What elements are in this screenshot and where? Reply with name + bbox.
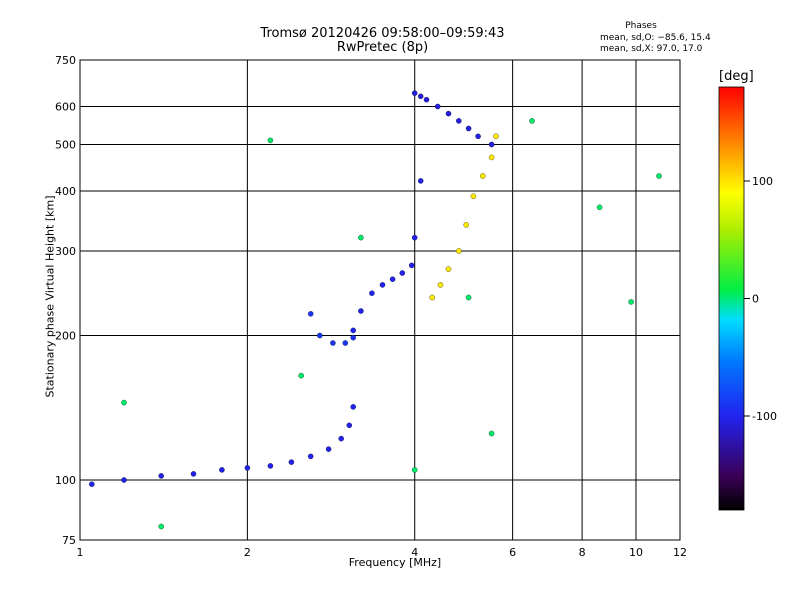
- point-f1-f2-trace-o-mode: [358, 308, 364, 314]
- chart-title: Tromsø 20120426 09:58:00–09:59:43 RwPret…: [250, 27, 515, 55]
- point-f2-x-mode-trace: [429, 294, 435, 301]
- grid-lines: [79, 59, 681, 541]
- point-scattered-points: [628, 299, 634, 305]
- colorbar-tick-label: -100: [752, 410, 777, 423]
- point-f1-cusp: [342, 340, 349, 346]
- point-f1-f2-trace-o-mode: [379, 282, 386, 288]
- y-tick-label: 100: [55, 474, 76, 487]
- point-f1-f2-trace-o-mode: [411, 234, 418, 241]
- point-e-trace-o-mode: [338, 435, 344, 442]
- y-tick-label: 600: [55, 101, 76, 114]
- y-tick-label: 400: [55, 185, 76, 198]
- y-tick-label: 75: [62, 534, 76, 547]
- point-f2-x-mode-trace: [463, 222, 469, 228]
- y-tick-label: 200: [55, 330, 76, 343]
- phases-o-stats: mean, sd,O: −85.6, 15.4: [600, 33, 711, 43]
- point-scattered-points: [358, 234, 364, 241]
- point-e-trace-o-mode: [350, 404, 356, 410]
- point-f2-x-mode-trace: [488, 154, 495, 161]
- chart-title-line1: Tromsø 20120426 09:58:00–09:59:43: [260, 26, 505, 41]
- point-scattered-points: [411, 467, 418, 473]
- point-f1-cusp: [350, 334, 356, 341]
- point-f1-cusp: [307, 311, 314, 317]
- x-tick-label: 4: [411, 546, 418, 559]
- point-e-trace-o-mode: [346, 422, 353, 429]
- colorbar-ticks: -100 0 100: [744, 175, 777, 423]
- point-e-trace-o-mode: [158, 473, 164, 479]
- point-scattered-points: [121, 399, 127, 406]
- point-f2-o-mode-spread: [411, 90, 418, 96]
- y-tick-label: 300: [55, 245, 76, 258]
- point-e-trace-o-mode: [307, 453, 314, 460]
- point-f2-x-mode-trace: [437, 282, 444, 288]
- point-scattered-points: [488, 430, 495, 437]
- data-points: [89, 90, 662, 530]
- point-e-trace-o-mode: [121, 477, 127, 483]
- point-scattered-points: [267, 137, 274, 144]
- point-f2-o-mode-spread: [488, 141, 495, 148]
- x-tick-label: 6: [509, 546, 516, 559]
- point-f2-o-mode-spread: [456, 118, 462, 124]
- point-f1-f2-trace-o-mode: [350, 327, 356, 334]
- point-scattered-points: [158, 523, 164, 530]
- point-f2-x-mode-trace: [456, 248, 462, 254]
- point-f2-o-mode-spread: [417, 93, 424, 100]
- point-e-trace-o-mode: [267, 463, 274, 469]
- colorbar-unit-label: [deg]: [719, 69, 754, 84]
- colorbar-tick-label: 0: [752, 293, 759, 306]
- colorbar-tick-label: 100: [752, 175, 773, 188]
- point-f1-cusp: [317, 332, 323, 339]
- point-f2-o-mode-spread: [465, 125, 472, 132]
- plot-frame: [79, 59, 681, 541]
- point-e-trace-o-mode: [325, 446, 332, 452]
- phases-title: Phases: [625, 21, 657, 31]
- x-axis-label: Frequency [MHz]: [348, 556, 442, 569]
- x-tick-label: 12: [673, 546, 687, 559]
- point-f1-f2-trace-o-mode: [408, 262, 415, 269]
- point-f2-o-mode-spread: [434, 103, 441, 110]
- x-tick-label: 1: [77, 546, 84, 559]
- point-e-trace-o-mode: [190, 471, 197, 477]
- point-f2-x-mode-trace: [445, 266, 452, 272]
- point-scattered-points: [656, 173, 662, 179]
- point-f1-f2-trace-o-mode: [417, 178, 424, 184]
- y-tick-label: 500: [55, 139, 76, 152]
- point-e-trace-o-mode: [288, 459, 295, 465]
- y-tick-label: 750: [55, 54, 76, 67]
- x-tick-label: 8: [579, 546, 586, 559]
- point-e-trace-o-mode: [89, 481, 95, 487]
- point-f2-o-mode-spread: [475, 133, 481, 140]
- point-f1-f2-trace-o-mode: [389, 276, 396, 282]
- point-f1-cusp: [330, 340, 336, 346]
- point-scattered-points: [298, 372, 304, 379]
- point-scattered-points: [465, 294, 472, 301]
- point-f2-o-mode-spread: [445, 110, 452, 117]
- point-f2-x-mode-trace: [479, 173, 486, 179]
- x-tick-label: 2: [244, 546, 251, 559]
- point-f1-f2-trace-o-mode: [399, 270, 406, 276]
- point-f2-o-mode-spread: [423, 96, 430, 103]
- chart-title-line2: RwPretec (8p): [336, 40, 429, 55]
- x-tick-label: 10: [629, 546, 643, 559]
- point-scattered-points: [529, 118, 535, 124]
- point-scattered-points: [596, 204, 603, 211]
- colorbar: [718, 86, 745, 511]
- point-f2-x-mode-trace: [493, 133, 499, 140]
- point-f2-x-mode-trace: [470, 193, 477, 200]
- point-e-trace-o-mode: [219, 467, 225, 473]
- point-e-trace-o-mode: [244, 465, 251, 471]
- point-f1-f2-trace-o-mode: [369, 290, 375, 296]
- phases-x-stats: mean, sd,X: 97.0, 17.0: [600, 44, 703, 54]
